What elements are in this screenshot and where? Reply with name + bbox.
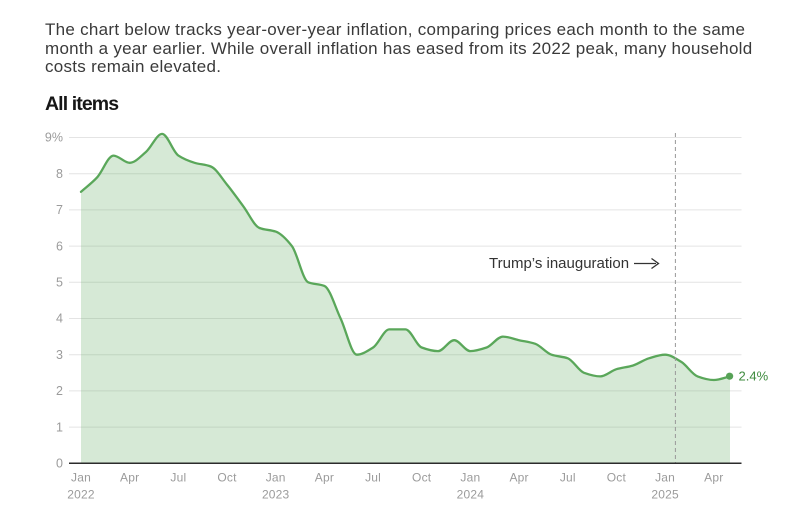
svg-text:Jan: Jan (71, 470, 91, 484)
svg-text:Oct: Oct (607, 470, 627, 484)
svg-text:Jul: Jul (365, 470, 381, 484)
svg-text:2.4%: 2.4% (739, 369, 769, 384)
svg-text:1: 1 (56, 420, 63, 434)
svg-text:Oct: Oct (412, 470, 432, 484)
svg-text:9%: 9% (45, 131, 63, 145)
svg-text:6: 6 (56, 239, 63, 253)
svg-text:Jan: Jan (655, 470, 675, 484)
svg-text:Apr: Apr (120, 470, 139, 484)
svg-text:2: 2 (56, 384, 63, 398)
svg-text:Apr: Apr (704, 470, 723, 484)
svg-text:Jul: Jul (170, 470, 186, 484)
svg-text:2023: 2023 (262, 487, 290, 501)
svg-text:5: 5 (56, 276, 63, 290)
svg-text:Trump’s inauguration: Trump’s inauguration (489, 255, 629, 272)
svg-text:0: 0 (56, 457, 63, 471)
svg-text:7: 7 (56, 203, 63, 217)
svg-text:Oct: Oct (217, 470, 237, 484)
svg-text:Apr: Apr (509, 470, 528, 484)
svg-text:Apr: Apr (315, 470, 334, 484)
svg-text:Jan: Jan (266, 470, 286, 484)
svg-text:8: 8 (56, 167, 63, 181)
svg-text:2025: 2025 (651, 487, 679, 501)
svg-text:Jul: Jul (560, 470, 576, 484)
svg-text:2024: 2024 (457, 487, 485, 501)
svg-text:4: 4 (56, 312, 63, 326)
svg-text:Jan: Jan (460, 470, 480, 484)
svg-text:2022: 2022 (67, 487, 95, 501)
svg-text:3: 3 (56, 348, 63, 362)
